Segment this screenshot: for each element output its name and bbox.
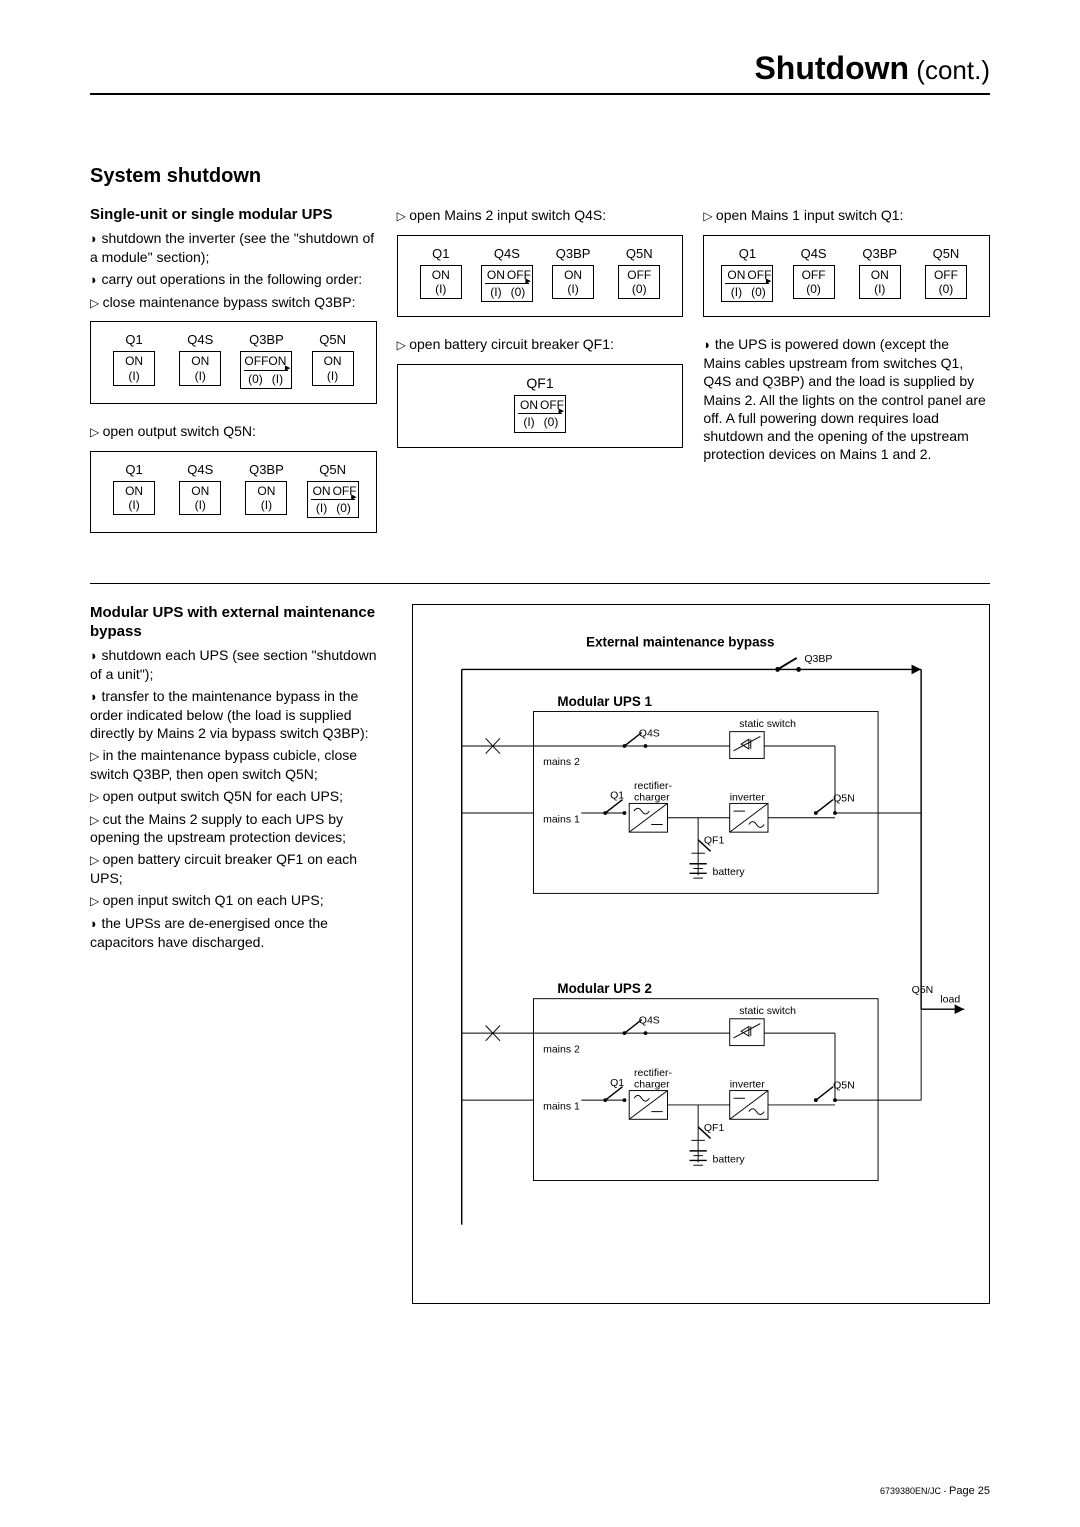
svg-text:mains 1: mains 1 [543,814,580,826]
table-q4s-open: Q1 ON(I) Q4S ONOFF (I)(0) Q3BP ON(I) Q5N… [397,235,684,318]
lower-s5: open input switch Q1 on each UPS; [90,891,390,910]
col1-p2: carry out operations in the following or… [90,270,377,289]
svg-text:static switch: static switch [739,718,796,730]
ups-module-2: Modular UPS 2 mains 2 Q4S static switch [462,981,921,1181]
hdr-q5n: Q5N [300,332,366,347]
qf1-label: QF1 [514,375,566,391]
footer-page: Page 25 [949,1485,990,1497]
diag-title: External maintenance bypass [586,635,774,650]
svg-text:QF1: QF1 [704,835,725,847]
col3-final: the UPS is powered down (except the Main… [703,335,990,463]
ups2-title: Modular UPS 2 [557,981,652,996]
hdr-q1: Q1 [101,332,167,347]
upper-columns: Single-unit or single modular UPS shutdo… [90,206,990,551]
svg-text:mains 2: mains 2 [543,1044,580,1056]
lower-s2: open output switch Q5N for each UPS; [90,787,390,806]
section-heading: System shutdown [90,165,990,188]
svg-text:charger: charger [634,1079,670,1091]
col-3: open Mains 1 input switch Q1: Q1 ONOFF (… [703,206,990,551]
t1-q3bp: OFFON (0)(I) [240,351,292,389]
page-title-cont: (cont.) [909,55,990,85]
lower-b1: shutdown each UPS (see section "shutdown… [90,646,390,683]
col-2: open Mains 2 input switch Q4S: Q1 ON(I) … [397,206,684,551]
col2-s3: open Mains 2 input switch Q4S: [397,206,684,225]
svg-text:QF1: QF1 [704,1122,725,1134]
lower-right: External maintenance bypass Q3BP load Q5… [412,604,990,1304]
divider [90,583,990,584]
svg-text:battery: battery [712,867,745,879]
svg-text:mains 1: mains 1 [543,1101,580,1113]
page-title-main: Shutdown [754,50,909,86]
svg-text:rectifier-: rectifier- [634,781,672,793]
svg-text:Q5N: Q5N [833,1080,855,1092]
col-1: Single-unit or single modular UPS shutdo… [90,206,377,551]
col1-p1: shutdown the inverter (see the "shutdown… [90,229,377,266]
diag-load: load [940,994,960,1006]
svg-text:rectifier-: rectifier- [634,1068,672,1080]
diag-q3bp: Q3BP [804,653,832,665]
svg-text:static switch: static switch [739,1005,796,1017]
svg-text:charger: charger [634,792,670,804]
table-q3bp-close: Q1 ON(I) Q4S ON(I) Q3BP OFFON (0)(I) Q5N… [90,321,377,404]
t1-q5n: ON(I) [312,351,354,386]
lower-s1: in the maintenance bypass cubicle, close… [90,746,390,783]
lower-b3: the UPSs are de-energised once the capac… [90,914,390,951]
lower-subhead: Modular UPS with external maintenance by… [90,604,390,642]
table-q1-open: Q1 ONOFF (I)(0) Q4S OFF(0) Q3BP ON(I) Q5… [703,235,990,318]
svg-text:inverter: inverter [730,792,766,804]
lower-left: Modular UPS with external maintenance by… [90,604,390,1304]
t1-q1: ON(I) [113,351,155,386]
svg-text:Q4S: Q4S [639,728,660,740]
ups1-title: Modular UPS 1 [557,694,652,709]
svg-text:battery: battery [712,1154,745,1166]
table-q5n-open: Q1 ON(I) Q4S ON(I) Q3BP ON(I) Q5N ONOFF … [90,451,377,534]
col1-subhead: Single-unit or single modular UPS [90,206,377,225]
page-title: Shutdown (cont.) [90,50,990,87]
svg-text:mains 2: mains 2 [543,757,580,769]
t1-q4s: ON(I) [179,351,221,386]
ups-diagram: External maintenance bypass Q3BP load Q5… [433,621,969,1273]
svg-text:inverter: inverter [730,1079,766,1091]
table-qf1-open: QF1 ONOFF (I)(0) [397,364,684,448]
diagram-frame: External maintenance bypass Q3BP load Q5… [412,604,990,1304]
footer-doc: 6739380EN/JC - [880,1486,949,1496]
col3-s5: open Mains 1 input switch Q1: [703,206,990,225]
lower-b2: transfer to the maintenance bypass in th… [90,687,390,742]
lower-s3: cut the Mains 2 supply to each UPS by op… [90,810,390,847]
lower-section: Modular UPS with external maintenance by… [90,604,990,1304]
col2-s4: open battery circuit breaker QF1: [397,335,684,354]
col1-s2: open output switch Q5N: [90,422,377,441]
title-rule [90,93,990,95]
footer: 6739380EN/JC - Page 25 [880,1485,990,1497]
diag-q5n-out: Q5N [912,984,934,996]
hdr-q3bp: Q3BP [233,332,299,347]
hdr-q4s: Q4S [167,332,233,347]
col1-s1: close maintenance bypass switch Q3BP: [90,293,377,312]
svg-text:Q4S: Q4S [639,1015,660,1027]
lower-s4: open battery circuit breaker QF1 on each… [90,850,390,887]
svg-text:Q5N: Q5N [833,793,855,805]
ups-module-1: Modular UPS 1 mains 2 Q4S static switch [462,694,921,894]
